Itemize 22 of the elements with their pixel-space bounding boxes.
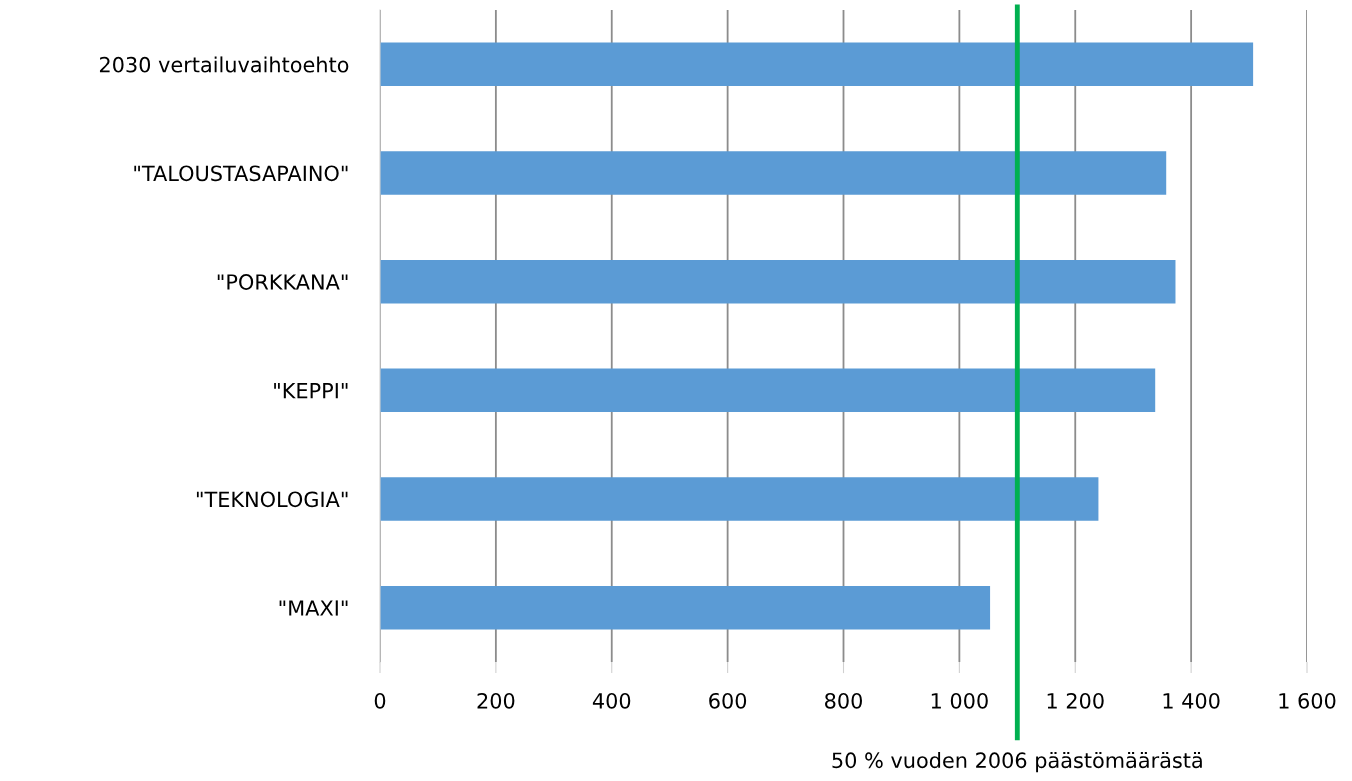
x-tick-label: 800 — [825, 692, 862, 709]
y-tick-label: "KEPPI" — [274, 383, 348, 399]
bar — [380, 42, 1254, 87]
x-tick-label: 1 400 — [1163, 692, 1220, 709]
x-tick-label: 400 — [592, 692, 631, 709]
y-tick-label: "PORKKANA" — [217, 274, 348, 290]
y-tick-label: 2030 vertailuvaihtoehto — [99, 56, 349, 73]
x-tick-label: 1 600 — [1279, 692, 1336, 709]
x-tick-label: 0 — [374, 692, 386, 709]
bar — [380, 151, 1167, 195]
y-tick-label: "TALOUSTASAPAINO" — [134, 165, 348, 182]
bar — [380, 477, 1099, 521]
bar — [380, 585, 991, 630]
x-tick-label: 600 — [709, 692, 747, 709]
x-tick-label: 1 200 — [1047, 692, 1104, 709]
bar — [380, 368, 1156, 413]
bar — [380, 259, 1176, 304]
y-tick-label: "TEKNOLOGIA" — [196, 491, 348, 508]
y-tick-label: "MAXI" — [279, 600, 348, 616]
x-tick-label: 1 000 — [931, 692, 988, 709]
ref-line-label: 50 % vuoden 2006 päästömäärästä — [832, 752, 1202, 773]
x-tick-label: 200 — [477, 692, 515, 709]
